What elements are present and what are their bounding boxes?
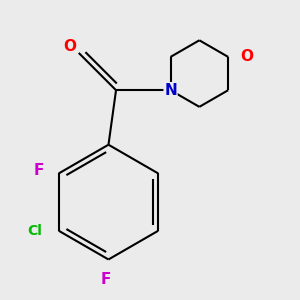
Text: O: O: [240, 50, 253, 64]
Text: O: O: [63, 39, 76, 54]
Text: N: N: [164, 83, 177, 98]
Text: F: F: [34, 163, 44, 178]
Text: F: F: [100, 272, 111, 286]
Text: Cl: Cl: [27, 224, 42, 238]
